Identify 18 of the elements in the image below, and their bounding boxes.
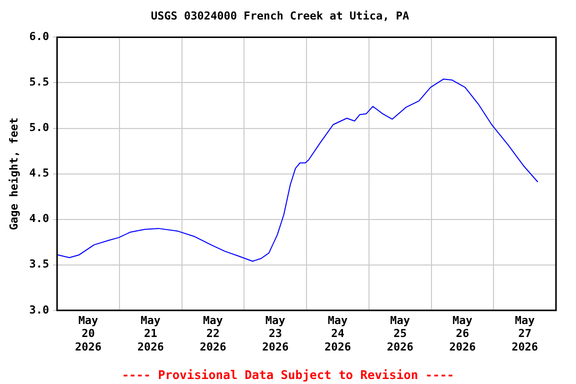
x-tick-label: May 26 2026 bbox=[449, 314, 476, 354]
x-tick-label: May 24 2026 bbox=[324, 314, 352, 354]
x-tick-label: May 20 2026 bbox=[75, 314, 102, 354]
x-tick-label: May 27 2026 bbox=[512, 314, 538, 354]
y-tick-label: 5.0 bbox=[29, 121, 50, 134]
y-tick-label: 3.5 bbox=[29, 258, 50, 271]
y-axis-title: Gage height, feet bbox=[7, 118, 20, 230]
chart-title: USGS 03024000 French Creek at Utica, PA bbox=[150, 9, 410, 22]
x-tick-label: May 25 2026 bbox=[386, 314, 414, 354]
y-tick-label: 6.0 bbox=[29, 30, 50, 44]
y-tick-label: 4.0 bbox=[29, 212, 50, 226]
y-tick-label: 4.5 bbox=[29, 166, 50, 180]
x-tick-label: May 21 2026 bbox=[137, 314, 164, 354]
x-tick-label: May 22 2026 bbox=[200, 314, 227, 354]
y-tick-label: 5.5 bbox=[29, 76, 50, 89]
text: ---- Provisional Data Subject to Revision ---- bbox=[120, 368, 456, 382]
y-tick-label: 3.0 bbox=[29, 303, 50, 316]
x-tick-label: May 23 2026 bbox=[262, 314, 289, 354]
